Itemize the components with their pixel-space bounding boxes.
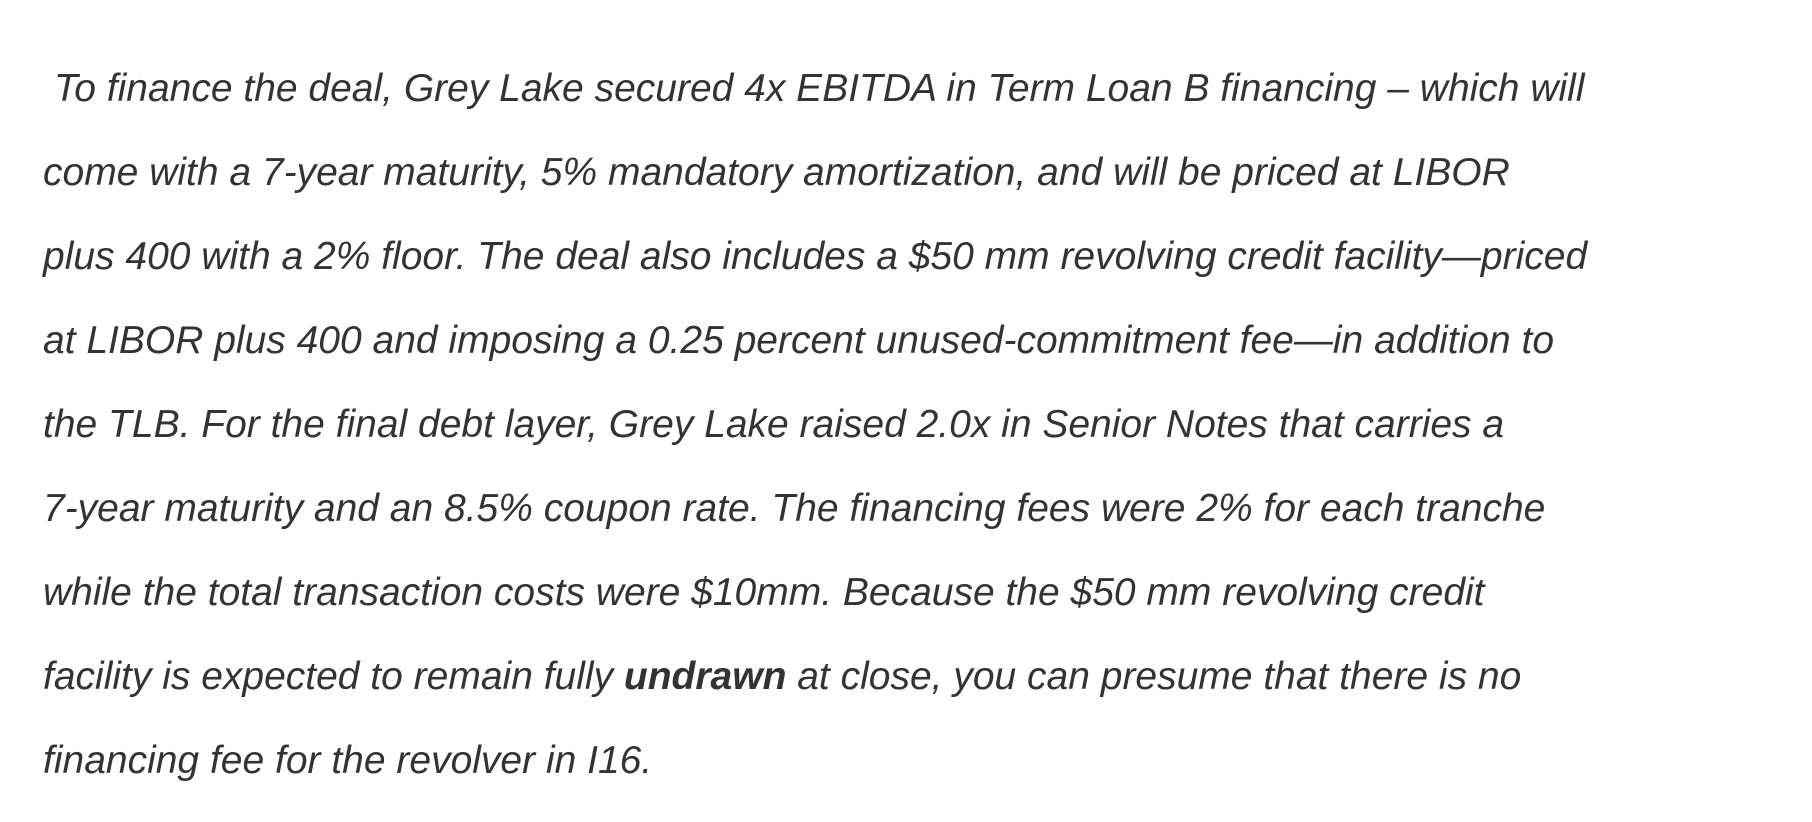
paragraph-line-6: 7-year maturity and an 8.5% coupon rate.…	[43, 487, 1546, 530]
paragraph-line-5: the TLB. For the final debt layer, Grey …	[43, 403, 1505, 446]
paragraph-line-4: at LIBOR plus 400 and imposing a 0.25 pe…	[43, 319, 1555, 362]
line-8-text-before: facility is expected to remain fully	[43, 655, 624, 698]
undrawn-emphasis: undrawn	[623, 655, 787, 698]
line-8-text-after: at close, you can presume that there is …	[786, 655, 1522, 698]
paragraph-line-1: To finance the deal, Grey Lake secured 4…	[54, 67, 1585, 110]
paragraph-line-8: facility is expected to remain fully und…	[43, 635, 1783, 719]
financing-paragraph: To finance the deal, Grey Lake secured 4…	[43, 47, 1783, 803]
paragraph-line-3: plus 400 with a 2% floor. The deal also …	[43, 235, 1588, 278]
paragraph-line-7: while the total transaction costs were $…	[43, 571, 1485, 614]
paragraph-line-9: financing fee for the revolver in I16.	[43, 739, 653, 782]
paragraph-line-2: come with a 7-year maturity, 5% mandator…	[43, 151, 1510, 194]
